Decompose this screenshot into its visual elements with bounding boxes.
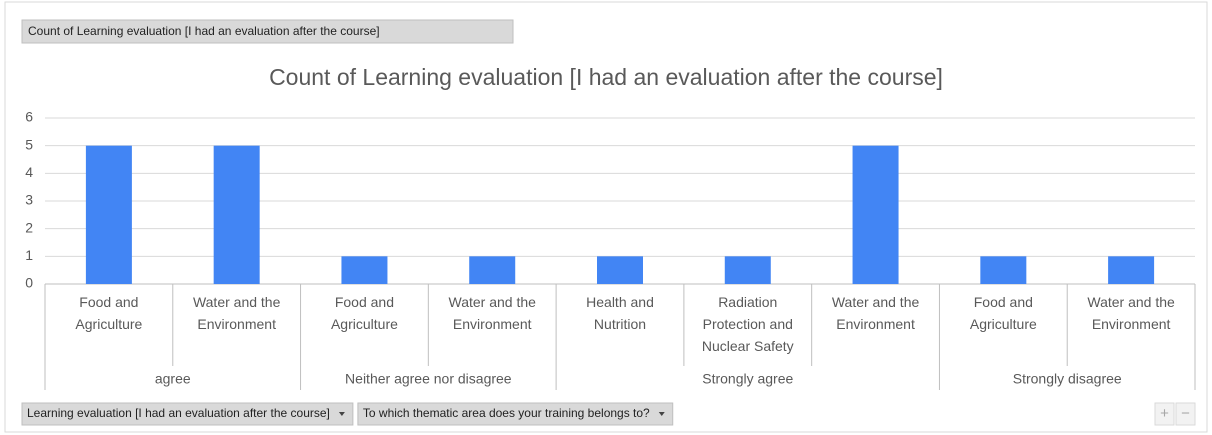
x-tick-label: Water and the Environment xyxy=(832,294,920,332)
y-tick-label: 0 xyxy=(25,275,33,291)
group-label: Strongly agree xyxy=(702,371,793,387)
bar xyxy=(341,256,388,284)
field-button-label: Learning evaluation [I had an evaluation… xyxy=(27,406,330,420)
x-tick-label: Health and Nutrition xyxy=(586,294,654,332)
value-field-label: Count of Learning evaluation [I had an e… xyxy=(28,24,380,38)
dropdown-arrow xyxy=(658,412,665,416)
y-tick-label: 6 xyxy=(25,109,33,125)
zoom-label: + xyxy=(1160,405,1169,422)
bar xyxy=(1108,256,1155,284)
bar xyxy=(597,256,643,284)
y-tick-label: 3 xyxy=(25,192,33,208)
y-tick-label: 2 xyxy=(25,219,33,235)
field-button[interactable]: Learning evaluation [I had an evaluation… xyxy=(21,402,354,426)
bar xyxy=(980,256,1027,284)
x-tick-label: Water and the Environment xyxy=(449,294,537,332)
zoom-label: − xyxy=(1181,405,1190,422)
x-tick-label: Water and the Environment xyxy=(1087,294,1175,332)
group-label: Strongly disagree xyxy=(1013,371,1122,387)
chart-title: Count of Learning evaluation [I had an e… xyxy=(269,64,943,90)
x-tick-label: Food and Agriculture xyxy=(970,294,1037,332)
x-tick-label: Radiation Protection and Nuclear Safety xyxy=(702,294,794,354)
field-button-label: To which thematic area does your trainin… xyxy=(363,406,650,420)
bar xyxy=(85,145,132,284)
bar xyxy=(213,145,260,284)
value-field-button[interactable]: Count of Learning evaluation [I had an e… xyxy=(21,19,514,44)
zoom-button[interactable]: − xyxy=(1175,402,1196,426)
zoom-button[interactable]: + xyxy=(1154,402,1175,426)
x-tick-label: Food and Agriculture xyxy=(331,294,398,332)
bar xyxy=(469,256,516,284)
x-tick-label: Water and the Environment xyxy=(193,294,281,332)
button-bg xyxy=(1154,402,1175,426)
field-button[interactable]: To which thematic area does your trainin… xyxy=(357,402,674,426)
button-bg xyxy=(21,19,514,44)
group-label: Neither agree nor disagree xyxy=(345,371,512,387)
button-bg xyxy=(357,402,674,426)
dropdown-arrow xyxy=(338,412,345,416)
x-tick-label: Food and Agriculture xyxy=(75,294,142,332)
y-tick-label: 1 xyxy=(25,247,33,263)
button-bg xyxy=(1175,402,1196,426)
chart-frame xyxy=(4,1,1208,433)
bar xyxy=(852,145,899,284)
bar xyxy=(724,256,771,284)
group-label: agree xyxy=(155,371,191,387)
button-bg xyxy=(21,402,354,426)
y-tick-label: 4 xyxy=(25,164,33,180)
y-tick-label: 5 xyxy=(25,136,33,152)
